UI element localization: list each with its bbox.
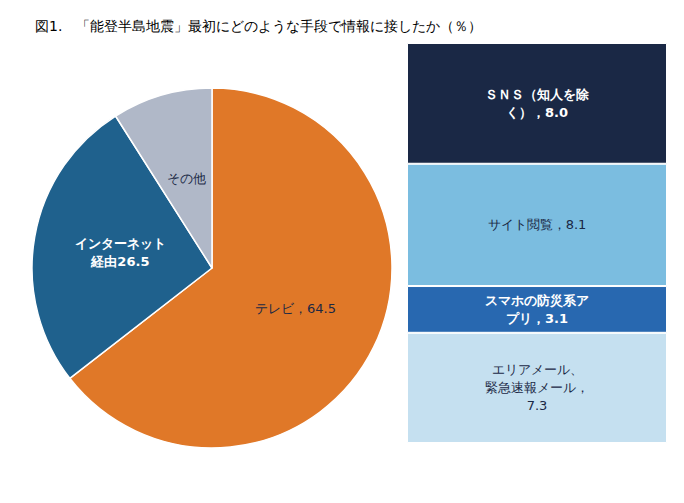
svg-text:ＳＮＳ（知人を除: ＳＮＳ（知人を除 (485, 87, 590, 102)
svg-text:プリ，3.1: プリ，3.1 (506, 311, 568, 326)
svg-text:く），8.0: く），8.0 (506, 105, 568, 120)
svg-text:インターネット: インターネット (75, 236, 166, 251)
svg-text:その他: その他 (167, 171, 206, 186)
svg-text:スマホの防災系ア: スマホの防災系ア (485, 293, 589, 308)
svg-text:エリアメール、: エリアメール、 (492, 362, 583, 377)
svg-text:緊急速報メール，: 緊急速報メール， (485, 380, 589, 395)
svg-text:テレビ，64.5: テレビ，64.5 (255, 301, 336, 316)
svg-text:7.3: 7.3 (527, 398, 548, 413)
svg-text:経由26.5: 経由26.5 (90, 254, 149, 269)
svg-text:図1. 「能登半島地震」最初にどのような手段で情報に接したか: 図1. 「能登半島地震」最初にどのような手段で情報に接したか（％） (35, 18, 482, 34)
svg-text:サイト閲覧，8.1: サイト閲覧，8.1 (488, 217, 587, 232)
